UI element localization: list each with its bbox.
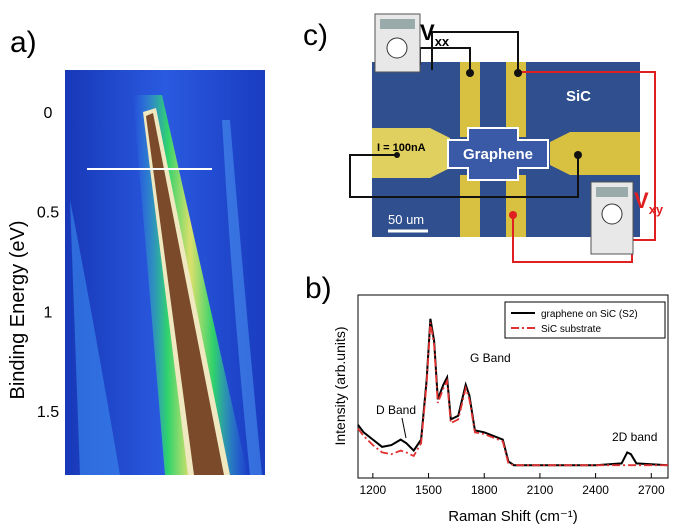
annotation: 2D band xyxy=(612,430,657,444)
multimeter-icon xyxy=(374,13,634,255)
legend-label: graphene on SiC (S2) xyxy=(541,309,638,320)
panel-label: b) xyxy=(305,272,332,305)
voltage-label: Vxy xyxy=(634,188,664,217)
axis-title: Intensity (arb.units) xyxy=(332,326,348,445)
sample-label: Graphene xyxy=(463,146,533,163)
y-tick-label: 1 xyxy=(44,304,53,321)
scale-bar-label: 50 um xyxy=(388,212,424,227)
annotation: G Band xyxy=(470,351,511,365)
legend-box xyxy=(504,301,666,339)
x-tick-label: 1800 xyxy=(471,483,498,497)
y-tick-label: 0.5 xyxy=(37,205,59,222)
substrate-label: SiC xyxy=(566,88,591,105)
axis-title: Binding Energy (eV) xyxy=(7,221,29,400)
panel-label: a) xyxy=(10,26,37,59)
axis-title: Raman Shift (cm⁻¹) xyxy=(448,508,578,525)
y-tick-label: 0 xyxy=(44,105,53,122)
current-label: I = 100nA xyxy=(377,142,426,154)
voltage-subscript: xy xyxy=(649,202,664,217)
panel-label: c) xyxy=(303,19,328,52)
voltage-symbol: V xyxy=(634,188,649,213)
arpes-image xyxy=(65,70,265,475)
y-tick-label: 1.5 xyxy=(37,404,59,421)
spectrum-line xyxy=(357,322,668,467)
voltage-label: Vxx xyxy=(420,20,450,49)
x-tick-label: 1200 xyxy=(359,483,386,497)
annotation-arrow xyxy=(401,417,407,439)
annotation: D Band xyxy=(376,403,416,417)
x-tick-label: 1500 xyxy=(415,483,442,497)
plot-frame xyxy=(357,294,669,479)
legend-label: SiC substrate xyxy=(541,324,601,335)
voltage-subscript: xx xyxy=(435,34,450,49)
voltage-symbol: V xyxy=(420,20,435,45)
x-tick-label: 2100 xyxy=(527,483,554,497)
x-tick-label: 2400 xyxy=(582,483,609,497)
wiring xyxy=(349,31,656,263)
x-tick-label: 2700 xyxy=(638,483,665,497)
